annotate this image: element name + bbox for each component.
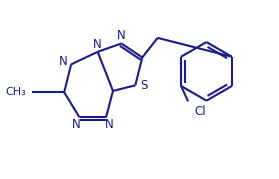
Text: Cl: Cl (195, 105, 206, 118)
Text: N: N (93, 38, 102, 51)
Text: CH₃: CH₃ (6, 87, 27, 97)
Text: N: N (117, 29, 126, 42)
Text: N: N (72, 118, 81, 131)
Text: N: N (59, 55, 68, 68)
Text: N: N (105, 118, 114, 131)
Text: S: S (141, 79, 148, 92)
